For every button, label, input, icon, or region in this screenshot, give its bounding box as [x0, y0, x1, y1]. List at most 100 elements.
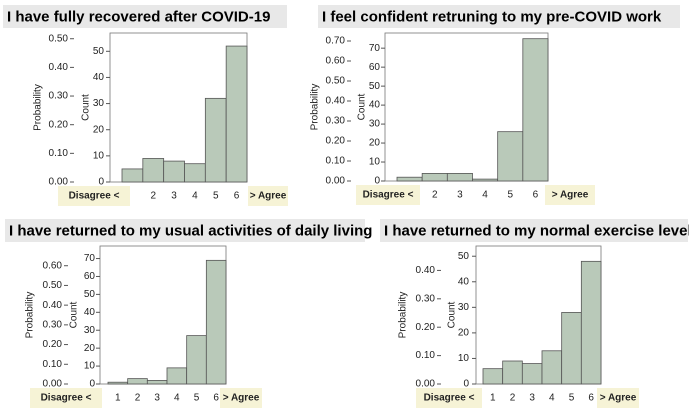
- x-tick-label: 6: [213, 393, 219, 404]
- annotation: Disagree <: [41, 393, 92, 404]
- y2-tick-label: 0.00: [416, 379, 436, 390]
- x-tick-label: 5: [213, 191, 219, 202]
- y2-axis-label: Probability: [398, 292, 409, 339]
- bar: [472, 178, 499, 182]
- bar: [482, 368, 504, 385]
- y2-tick-label: 0.50: [49, 33, 69, 44]
- annotation-box: [220, 388, 262, 408]
- bar: [204, 97, 227, 183]
- bar: [521, 363, 543, 385]
- y2-tick-label: 0.30: [326, 116, 346, 127]
- bar: [225, 45, 248, 183]
- x-tick-label: 6: [234, 191, 240, 202]
- annotation: > Agree: [223, 393, 260, 404]
- bar: [146, 380, 168, 385]
- y2-tick-label: 0.30: [416, 293, 436, 304]
- x-tick-label: 1: [115, 393, 121, 404]
- bar: [541, 350, 563, 385]
- y-tick-label: 50: [93, 46, 105, 57]
- x-tick-label: 5: [507, 190, 513, 201]
- y-tick-label: 0: [89, 379, 95, 390]
- y-tick-label: 70: [84, 253, 96, 264]
- y-tick-label: 70: [369, 43, 381, 54]
- y-tick-label: 60: [369, 62, 381, 73]
- bar: [497, 131, 524, 182]
- x-tick-label: 4: [192, 191, 198, 202]
- annotation-box: [248, 186, 288, 206]
- bar: [522, 38, 549, 182]
- x-tick-label: 6: [533, 190, 539, 201]
- y2-tick-label: 0.20: [43, 339, 63, 350]
- annotation-box: [30, 388, 102, 408]
- chart-title: I feel confident retruning to my pre-COV…: [322, 8, 662, 25]
- y-axis-label: Count: [357, 93, 368, 120]
- annotation: > Agree: [552, 190, 589, 201]
- annotation-box: [597, 388, 639, 408]
- y2-tick-label: 0.00: [43, 379, 63, 390]
- y-tick-label: 10: [93, 151, 105, 162]
- bar: [580, 260, 602, 385]
- x-tick-label: 4: [174, 393, 180, 404]
- y2-tick-label: 0.20: [49, 119, 69, 130]
- bar: [127, 378, 148, 385]
- y2-tick-label: 0.30: [49, 91, 69, 102]
- y-tick-label: 20: [458, 328, 470, 339]
- bar: [107, 381, 129, 385]
- y2-axis-label: Probability: [25, 292, 36, 339]
- y2-tick-label: 0.10: [416, 350, 436, 361]
- chart-title: I have returned to my normal exercise le…: [384, 222, 689, 239]
- y2-tick-label: 0.40: [326, 96, 346, 107]
- x-tick-label: 2: [510, 393, 516, 404]
- y-tick-label: 0: [98, 177, 104, 188]
- bar: [186, 335, 207, 385]
- bar: [446, 173, 473, 182]
- bar: [396, 176, 423, 182]
- bar: [421, 173, 448, 182]
- y2-tick-label: 0.60: [43, 260, 63, 271]
- y-tick-label: 20: [84, 343, 96, 354]
- y2-tick-label: 0.20: [416, 322, 436, 333]
- bar: [205, 259, 227, 385]
- y-axis-label: Count: [81, 94, 92, 121]
- y2-tick-label: 0.10: [326, 156, 346, 167]
- y-tick-label: 50: [369, 81, 381, 92]
- x-tick-label: 2: [150, 191, 156, 202]
- x-tick-label: 4: [549, 393, 555, 404]
- y-tick-label: 30: [84, 325, 96, 336]
- y2-tick-label: 0.50: [326, 76, 346, 87]
- y-tick-label: 50: [458, 251, 470, 262]
- y2-tick-label: 0.30: [43, 319, 63, 330]
- y-tick-label: 40: [369, 100, 381, 111]
- y-tick-label: 0: [374, 176, 380, 187]
- annotation-box: [545, 185, 595, 205]
- x-tick-label: 2: [135, 393, 141, 404]
- y2-tick-label: 0.40: [43, 300, 63, 311]
- y-tick-label: 40: [458, 276, 470, 287]
- annotation-box: [356, 185, 420, 205]
- y-tick-label: 30: [93, 98, 105, 109]
- x-tick-label: 6: [588, 393, 594, 404]
- title-background: [318, 5, 680, 28]
- x-tick-label: 4: [482, 190, 488, 201]
- y2-tick-label: 0.60: [326, 56, 346, 67]
- chart-title: I have returned to my usual activities o…: [9, 222, 372, 239]
- y2-tick-label: 0.00: [326, 176, 346, 187]
- bar: [121, 168, 144, 183]
- x-tick-label: 5: [194, 393, 200, 404]
- y-tick-label: 10: [84, 361, 96, 372]
- x-tick-label: 3: [529, 393, 535, 404]
- annotation: > Agree: [600, 393, 637, 404]
- y-tick-label: 10: [369, 157, 381, 168]
- y2-tick-label: 0.40: [49, 62, 69, 73]
- annotation-box: [416, 388, 482, 408]
- x-tick-label: 3: [171, 191, 177, 202]
- bar: [184, 163, 206, 183]
- y-tick-label: 40: [93, 72, 105, 83]
- annotation: > Agree: [250, 191, 287, 202]
- y-tick-label: 30: [458, 302, 470, 313]
- title-background: [5, 219, 365, 242]
- y2-tick-label: 0.40: [416, 265, 436, 276]
- y-tick-label: 60: [84, 271, 96, 282]
- annotation: Disagree <: [363, 190, 414, 201]
